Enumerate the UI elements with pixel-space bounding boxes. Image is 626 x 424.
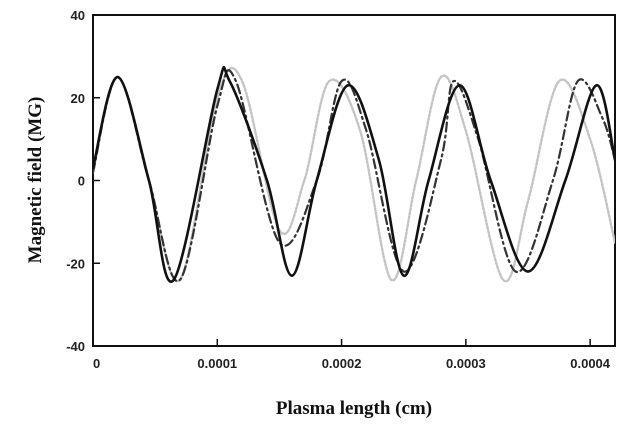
- y-tick-label: -20: [66, 256, 85, 271]
- y-tick-label: -40: [66, 339, 85, 354]
- x-tick-label: 0.0004: [570, 356, 611, 371]
- y-tick-label: 40: [71, 8, 85, 23]
- series-layer: [93, 65, 615, 283]
- y-tick-label: 20: [71, 91, 85, 106]
- x-tick-label: 0.0002: [322, 356, 362, 371]
- series-line-solid: [93, 65, 615, 283]
- x-axis: 0 0.0001 0.0002 0.0003 0.0004: [92, 339, 611, 371]
- x-axis-title: Plasma length (cm): [276, 398, 432, 419]
- x-tick-label: 0.0001: [197, 356, 237, 371]
- series-line-dotted: [93, 66, 615, 283]
- y-tick-label: 0: [78, 174, 85, 189]
- x-tick-label: 0.0003: [446, 356, 486, 371]
- y-axis-title: Magnetic field (MG): [25, 97, 46, 264]
- y-axis: -40 -20 0 20 40: [66, 8, 100, 354]
- plot-frame: [92, 14, 616, 347]
- x-tick-label: 0: [93, 356, 100, 371]
- series-line-dash-dot: [93, 69, 615, 283]
